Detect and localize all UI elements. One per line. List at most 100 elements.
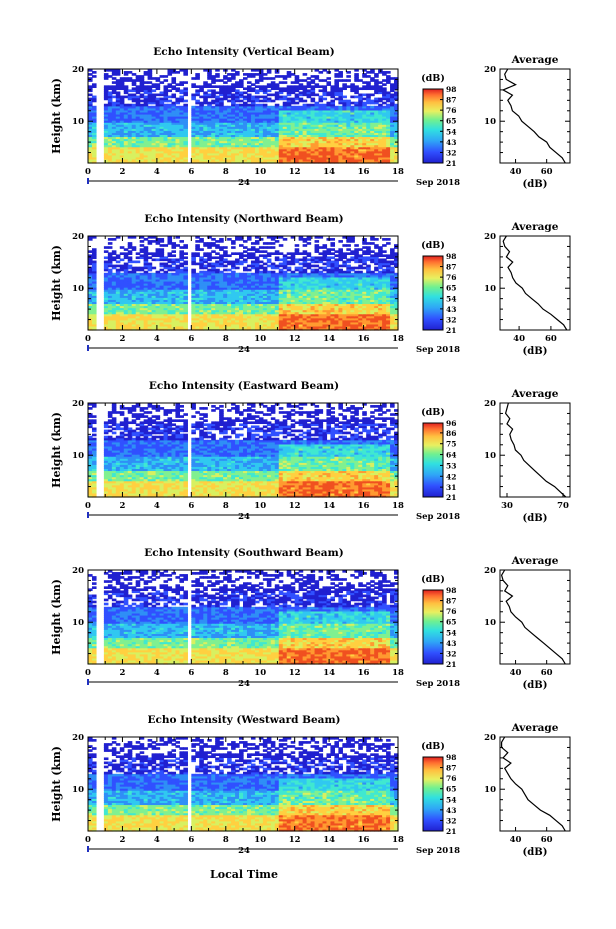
heatmap-cell [298, 146, 304, 150]
y-axis-label: Height (km) [50, 78, 63, 154]
heatmap-cell [394, 138, 399, 142]
heatmap-cell [294, 144, 300, 148]
heatmap-cell [119, 126, 125, 129]
heatmap-cell [286, 128, 292, 131]
heatmap-cell [88, 146, 93, 150]
heatmap-cell [358, 128, 363, 131]
heatmap-cell [334, 156, 339, 160]
heatmap-cell [223, 105, 228, 109]
heatmap-cell [330, 128, 336, 131]
heatmap-cell [354, 160, 359, 164]
heatmap-cell [290, 156, 296, 160]
heatmap-cell [199, 95, 204, 99]
heatmap-cell [274, 128, 280, 131]
heatmap-cell [386, 146, 391, 150]
heatmap-cell [342, 152, 347, 156]
heatmap-cell [243, 134, 248, 138]
heatmap-cell [282, 138, 288, 142]
heatmap-cell [266, 134, 272, 138]
heatmap-cell [215, 148, 220, 152]
heatmap-cell [179, 136, 184, 140]
heatmap-cell [107, 136, 113, 140]
heatmap-cell [107, 75, 113, 78]
heatmap-cell [338, 134, 343, 138]
heatmap-cell [318, 144, 324, 148]
heatmap-cell [394, 158, 399, 162]
heatmap-cell [159, 152, 165, 156]
heatmap-cell [258, 158, 264, 162]
heatmap-cell [215, 132, 220, 135]
heatmap-cell [203, 154, 208, 158]
heatmap-cell [322, 152, 328, 156]
heatmap-cell [262, 130, 268, 133]
heatmap-cell [231, 136, 236, 140]
heatmap-cell [167, 144, 173, 148]
heatmap-cell [346, 75, 351, 78]
heatmap-cell [362, 73, 367, 76]
heatmap-cell [390, 144, 395, 148]
heatmap-cell [151, 140, 157, 144]
heatmap-cell [135, 156, 141, 160]
heatmap-cell [366, 126, 371, 129]
heatmap-cell [278, 160, 284, 164]
heatmap-cell [203, 148, 208, 152]
heatmap-cell [250, 87, 256, 91]
heatmap-cell [207, 142, 212, 146]
heatmap-cell [294, 93, 300, 97]
heatmap-cell [183, 132, 188, 135]
heatmap-cell [378, 81, 383, 84]
colorbar-tick-label: 21 [446, 159, 456, 168]
heatmap-cell [239, 99, 244, 103]
heatmap-cell [167, 132, 173, 135]
heatmap-cell [378, 136, 383, 140]
heatmap-cell [278, 132, 284, 135]
heatmap-cell [199, 150, 204, 154]
heatmap-cell [334, 146, 339, 150]
heatmap-cell [282, 144, 288, 148]
heatmap-cell [211, 85, 216, 88]
heatmap-cell [195, 142, 200, 146]
heatmap-cell [326, 132, 332, 135]
heatmap-cell [370, 156, 375, 160]
heatmap-cell [191, 128, 196, 131]
heatmap-cell [318, 156, 324, 160]
heatmap-cell [211, 136, 216, 140]
heatmap-cell [374, 136, 379, 140]
heatmap-cell [235, 150, 240, 154]
heatmap-cell [207, 150, 212, 154]
heatmap-cell [231, 154, 236, 158]
heatmap-cell [378, 126, 383, 129]
heatmap-cell [223, 138, 228, 142]
heatmap-cell [254, 89, 260, 93]
heatmap-cell [378, 146, 383, 150]
heatmap-cell [390, 154, 395, 158]
heatmap-cell [318, 79, 324, 82]
heatmap-cell [111, 146, 117, 150]
heatmap-cell [354, 128, 359, 131]
heatmap-cell [203, 156, 208, 160]
heatmap-cell [354, 156, 359, 160]
heatmap-cell [378, 142, 383, 146]
heatmap-cell [246, 156, 252, 160]
heatmap-cell [318, 128, 324, 131]
heatmap-cell [199, 140, 204, 144]
heatmap-cell [262, 73, 268, 76]
heatmap-cell [346, 154, 351, 158]
heatmap-cell [286, 130, 292, 133]
heatmap-cell [362, 130, 367, 133]
heatmap-cell [362, 134, 367, 138]
heatmap-cell [231, 160, 236, 164]
heatmap-cell [322, 140, 328, 144]
heatmap-cell [266, 93, 272, 97]
heatmap-cell [286, 148, 292, 152]
heatmap-cell [179, 156, 184, 160]
heatmap-cell [342, 136, 347, 140]
heatmap-cell [183, 156, 188, 160]
heatmap-cell [88, 148, 93, 152]
heatmap-cell [342, 142, 347, 146]
heatmap-cell [366, 140, 371, 144]
heatmap-cell [338, 138, 343, 142]
heatmap-cell [175, 126, 181, 129]
heatmap-cell [151, 146, 157, 150]
heatmap-cell [346, 99, 351, 103]
